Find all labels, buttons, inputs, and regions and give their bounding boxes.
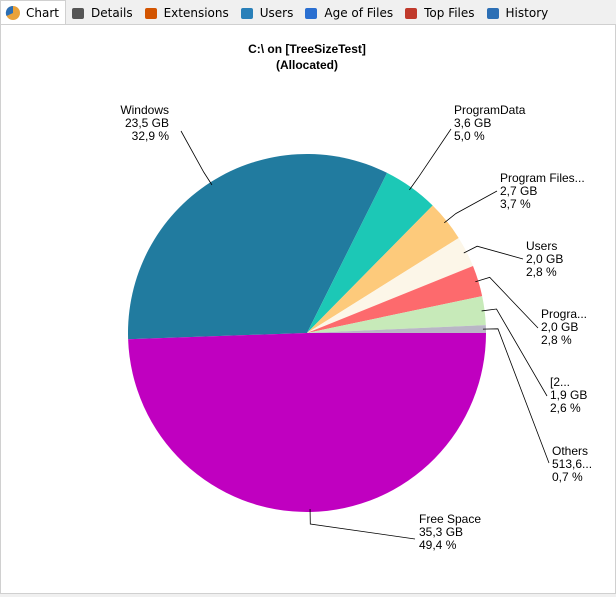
tab-icon (486, 8, 499, 19)
tab[interactable]: Chart (0, 0, 66, 24)
tab-label: Age of Files (324, 6, 394, 20)
slice-size: 35,3 GB (419, 525, 463, 539)
tab-label: Top Files (424, 6, 475, 20)
slice-percent: 5,0 % (454, 129, 485, 143)
slice-name: Free Space (419, 512, 481, 526)
leaders (180, 128, 550, 540)
tab[interactable]: History (481, 2, 555, 24)
pie-slice (128, 153, 388, 340)
tab[interactable]: Extensions (139, 2, 235, 24)
tab-icon (5, 5, 20, 20)
leader-line (482, 328, 550, 464)
tab-strip: Chart Details Extensions Users Age of Files T… (0, 0, 616, 24)
slice-name: [2... (550, 375, 570, 389)
slice-name: Others (552, 444, 588, 458)
pie-slice (307, 265, 483, 333)
chart: C:\ on [TreeSizeTest] (Allocated) Window… (120, 42, 592, 552)
chart-title: C:\ on [TreeSizeTest] (248, 42, 366, 56)
tab-icon (144, 8, 157, 19)
leader-line (309, 508, 416, 540)
slice-percent: 0,7 % (552, 470, 583, 484)
pie-slice (307, 172, 433, 333)
tab[interactable]: Top Files (399, 2, 480, 24)
slice-percent: 3,7 % (500, 197, 531, 211)
tab-icon (405, 8, 418, 19)
slice-name: Users (526, 239, 557, 253)
slice-percent: 49,4 % (419, 538, 457, 552)
slice-percent: 2,8 % (526, 265, 557, 279)
slice-percent: 2,8 % (541, 333, 572, 347)
slice-name: Progra... (541, 307, 587, 321)
slice-size: 1,9 GB (550, 388, 587, 402)
tab[interactable]: Age of Files (299, 2, 399, 24)
tab-label: History (505, 6, 549, 20)
tab-icon (305, 8, 318, 19)
slice-percent: 32,9 % (132, 129, 170, 143)
chart-panel: C:\ on [TreeSizeTest] (Allocated) Window… (0, 24, 616, 594)
pie-slice (307, 205, 459, 333)
leader-line (481, 308, 548, 397)
slice-size: 2,0 GB (526, 252, 563, 266)
tab-label: Chart (26, 5, 59, 20)
slice-size: 23,5 GB (125, 116, 169, 130)
tab-label: Details (90, 6, 133, 20)
leader-line (463, 245, 524, 260)
leader-line (180, 130, 213, 186)
slice-size: 513,6... (552, 457, 592, 471)
slice-size: 2,0 GB (541, 320, 578, 334)
slice-size: 2,7 GB (500, 184, 537, 198)
tab-icon (240, 8, 253, 19)
slice-name: Program Files... (500, 171, 585, 185)
slice-name: Windows (120, 103, 169, 117)
slice-size: 3,6 GB (454, 116, 491, 130)
slice-percent: 2,6 % (550, 401, 581, 415)
slice-name: ProgramData (454, 103, 526, 117)
pie-slice (307, 296, 486, 333)
leader-line (409, 128, 452, 191)
tab[interactable]: Details (66, 2, 139, 24)
pie-slice (307, 237, 473, 333)
pie-slice (128, 333, 486, 513)
slices (128, 153, 486, 513)
tab-label: Users (259, 6, 294, 20)
leader-line (475, 276, 539, 329)
tab-label: Extensions (163, 6, 229, 20)
pie-slice (307, 325, 486, 333)
leader-line (444, 190, 498, 224)
tab[interactable]: Users (235, 2, 300, 24)
tab-icon (71, 8, 84, 19)
chart-subtitle: (Allocated) (276, 58, 338, 72)
